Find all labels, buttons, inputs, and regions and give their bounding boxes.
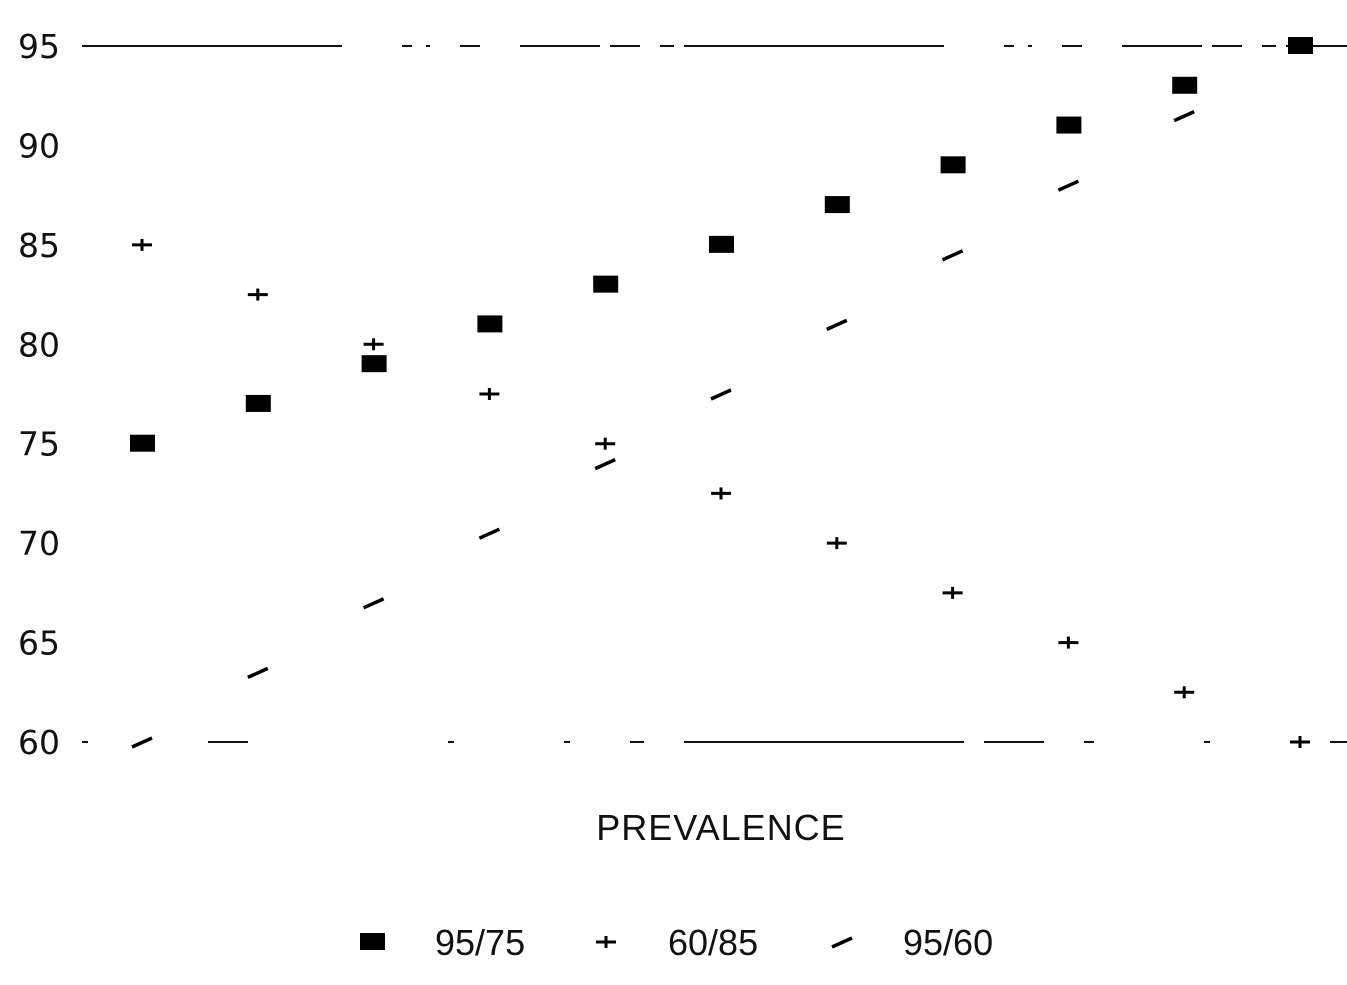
data-point: [1289, 40, 1311, 53]
legend: 95/75 60/85 95/60: [360, 922, 993, 963]
data-point: [245, 394, 271, 412]
data-point: [1290, 736, 1310, 748]
legend-label: 95/75: [435, 922, 525, 963]
data-point: [826, 318, 848, 331]
data-point: [711, 487, 731, 500]
data-point: [363, 338, 384, 351]
series-2: [132, 238, 1310, 748]
data-point: [824, 196, 850, 214]
y-tick-label: 80: [18, 325, 60, 364]
data-point: [595, 437, 616, 450]
series-1: [130, 37, 1313, 452]
data-point: [940, 156, 966, 174]
data-point: [478, 527, 501, 540]
data-point: [247, 666, 269, 679]
y-tick-label: 85: [18, 226, 60, 265]
legend-label: 95/60: [903, 922, 993, 963]
data-point: [594, 458, 616, 471]
data-point: [361, 355, 387, 373]
data-point: [130, 434, 155, 452]
legend-marker: [596, 936, 616, 948]
data-point: [826, 537, 847, 550]
data-point: [593, 275, 619, 293]
data-point: [1058, 636, 1079, 649]
data-point: [710, 388, 732, 401]
data-point: [941, 249, 964, 262]
data-point: [1173, 110, 1195, 123]
y-tick-label: 95: [18, 27, 60, 66]
data-point: [1057, 179, 1080, 192]
data-point: [131, 736, 153, 749]
data-point: [362, 597, 385, 610]
legend-marker: [831, 936, 853, 949]
data-point: [1056, 116, 1082, 134]
data-marks: [130, 37, 1313, 749]
series-3: [131, 40, 1311, 749]
data-point: [1174, 686, 1195, 699]
data-point: [247, 288, 268, 301]
data-point: [942, 586, 963, 599]
y-tick-label: 90: [18, 126, 60, 165]
data-point: [477, 315, 503, 333]
y-tick-label: 75: [18, 425, 60, 464]
data-point: [132, 238, 152, 251]
y-tick-label: 60: [18, 723, 60, 762]
legend-marker: [360, 933, 385, 950]
y-axis-tick-labels: 95 90 85 80 75 70 65 60: [18, 27, 60, 762]
data-point: [709, 235, 734, 253]
data-point: [479, 388, 500, 400]
data-point: [1172, 76, 1198, 94]
y-tick-label: 65: [18, 624, 60, 663]
x-axis-title: PREVALENCE: [596, 807, 845, 848]
legend-label: 60/85: [668, 922, 758, 963]
y-tick-label: 70: [18, 524, 60, 563]
